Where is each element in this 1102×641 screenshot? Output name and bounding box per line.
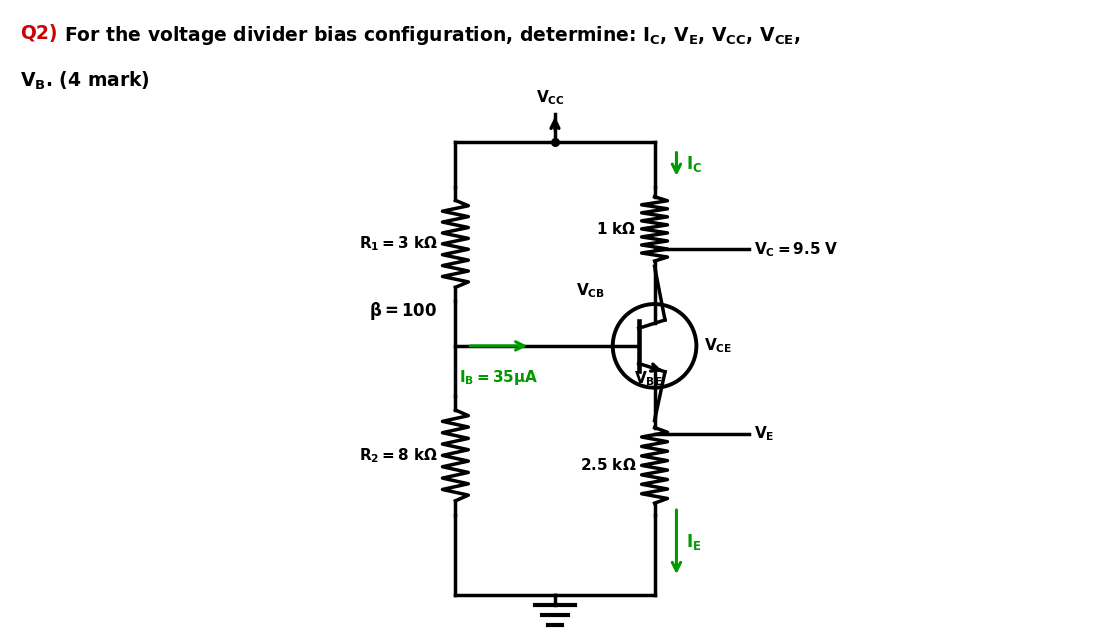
Text: $\mathbf{V_{CB}}$: $\mathbf{V_{CB}}$: [575, 281, 605, 300]
Text: $\mathbf{R_1 = 3\ k\Omega}$: $\mathbf{R_1 = 3\ k\Omega}$: [359, 235, 437, 253]
Text: $\mathbf{V_C = 9.5\ V}$: $\mathbf{V_C = 9.5\ V}$: [754, 240, 839, 259]
Text: $\mathbf{2.5\ k\Omega}$: $\mathbf{2.5\ k\Omega}$: [580, 458, 637, 473]
Text: $\mathbf{I_E}$: $\mathbf{I_E}$: [687, 532, 702, 552]
Text: $\mathbf{R_2 = 8\ k\Omega}$: $\mathbf{R_2 = 8\ k\Omega}$: [359, 446, 437, 465]
Text: $\mathbf{V_B}$. (4 mark): $\mathbf{V_B}$. (4 mark): [20, 70, 150, 92]
Text: $\mathbf{1\ k\Omega}$: $\mathbf{1\ k\Omega}$: [596, 221, 637, 237]
Text: $\mathbf{I_C}$: $\mathbf{I_C}$: [687, 154, 703, 174]
Text: $\mathbf{V_{BE}}$: $\mathbf{V_{BE}}$: [634, 369, 662, 388]
Text: For the voltage divider bias configuration, determine: $\mathbf{I_C}$, $\mathbf{: For the voltage divider bias configurati…: [64, 24, 800, 47]
Text: $\mathbf{V_E}$: $\mathbf{V_E}$: [754, 424, 775, 443]
Text: $\mathbf{I_B = 35\mu A}$: $\mathbf{I_B = 35\mu A}$: [460, 368, 539, 387]
Text: $\mathbf{V_{CC}}$: $\mathbf{V_{CC}}$: [536, 88, 564, 107]
Text: $\mathbf{V_{CE}}$: $\mathbf{V_{CE}}$: [704, 337, 733, 355]
Text: $\mathbf{\beta = 100}$: $\mathbf{\beta = 100}$: [369, 300, 437, 322]
Text: Q2): Q2): [20, 24, 57, 44]
